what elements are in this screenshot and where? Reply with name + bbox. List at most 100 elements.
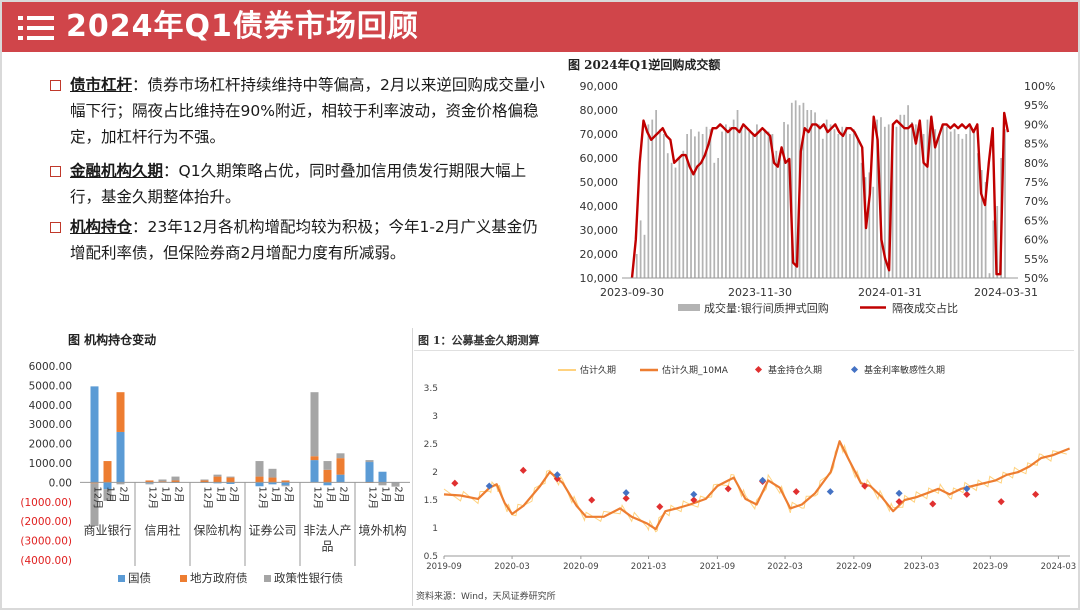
repo-volume-bar xyxy=(852,129,855,278)
holdings-bar-segment xyxy=(281,482,290,486)
bullet-keyword: 机构持仓 xyxy=(70,218,133,236)
holdings-bar-segment xyxy=(378,482,387,486)
duration-holding-point xyxy=(1032,490,1040,498)
repo-volume-bar xyxy=(655,110,658,278)
holdings-legend-swatch xyxy=(118,575,125,582)
repo-volume-bar xyxy=(806,110,809,278)
repo-volume-bar xyxy=(883,126,886,278)
repo-volume-bar xyxy=(976,153,979,278)
holdings-bar-segment xyxy=(116,482,125,485)
menu-icon xyxy=(18,16,54,40)
repo-volume-bar xyxy=(639,220,642,278)
duration-holding-point xyxy=(553,475,561,483)
holdings-bar-segment xyxy=(268,477,277,483)
repo-volume-bar xyxy=(872,186,875,278)
repo-volume-bar xyxy=(953,129,956,278)
repo-y-left-tick: 30,000 xyxy=(580,224,619,237)
duration-holding-point xyxy=(451,479,459,487)
holdings-bar-segment xyxy=(336,453,345,459)
repo-volume-bar xyxy=(907,105,909,278)
repo-volume-bar xyxy=(647,124,650,279)
repo-y-right-tick: 95% xyxy=(1024,99,1048,112)
bullet-square-icon xyxy=(50,166,61,177)
repo-volume-bar xyxy=(825,119,828,278)
repo-volume-bar xyxy=(922,134,925,278)
repo-volume-bar xyxy=(756,124,758,279)
repo-volume-bar xyxy=(790,102,793,278)
repo-y-left-tick: 70,000 xyxy=(580,128,619,141)
duration-x-tick: 2020-09 xyxy=(563,562,599,572)
holdings-month-label: 12月 xyxy=(257,486,269,509)
holdings-group-label: 保险机构 xyxy=(193,522,241,537)
duration-x-tick: 2023-09 xyxy=(973,562,1009,572)
duration-chart-title: 图 1：公募基金久期测算 xyxy=(418,334,540,347)
holdings-bar-segment xyxy=(323,482,332,486)
duration-legend-holding-label: 基金持仓久期 xyxy=(768,364,822,376)
holdings-bar-segment xyxy=(103,461,112,483)
duration-sensitivity-point xyxy=(759,476,767,484)
holdings-month-label: 1月 xyxy=(380,486,392,502)
repo-volume-bar xyxy=(821,138,824,278)
holdings-bar-segment xyxy=(255,482,264,487)
repo-volume-bar xyxy=(802,102,805,278)
repo-volume-bar xyxy=(903,114,906,278)
repo-y-right-tick: 100% xyxy=(1024,80,1055,93)
holdings-group-label-cont: 品 xyxy=(321,539,333,553)
duration-x-tick: 2019-09 xyxy=(426,562,462,572)
repo-volume-bar xyxy=(965,134,968,278)
duration-sensitivity-point xyxy=(690,490,698,498)
repo-volume-bar xyxy=(969,126,971,278)
repo-volume-bar xyxy=(934,129,937,278)
holdings-bar-segment xyxy=(336,458,345,475)
repo-y-left-tick: 10,000 xyxy=(580,272,619,285)
holdings-legend-label: 国债 xyxy=(128,571,151,585)
repo-volume-bar xyxy=(744,126,747,278)
holdings-bar-segment xyxy=(365,460,374,463)
holdings-y-tick: 4000.00 xyxy=(29,400,72,412)
holdings-bar-segment xyxy=(145,480,154,483)
holdings-bar-segment xyxy=(226,482,235,484)
duration-y-tick: 3.5 xyxy=(424,384,438,394)
repo-x-tick: 2023-09-30 xyxy=(600,286,664,299)
repo-y-right-tick: 90% xyxy=(1024,118,1048,131)
repo-y-left-tick: 50,000 xyxy=(580,176,619,189)
bullet-text: ：Q1久期策略占优，同时叠加信用债发行期限大幅上行，基金久期整体抬升。 xyxy=(70,162,527,206)
holdings-bar-segment xyxy=(158,479,167,482)
repo-volume-bar xyxy=(876,119,878,278)
holdings-legend-label: 政策性银行债 xyxy=(274,571,343,585)
repo-legend-line-label: 隔夜成交占比 xyxy=(892,301,958,315)
repo-overnight-line xyxy=(630,111,1010,279)
holdings-month-label: 1月 xyxy=(270,486,282,502)
holdings-bar-segment xyxy=(255,476,264,483)
holdings-bar-segment xyxy=(378,471,387,483)
duration-x-tick: 2024-03 xyxy=(1041,562,1076,572)
repo-volume-bar xyxy=(984,182,987,278)
bullet-holdings: 机构持仓：23年12月各机构增配均较为积极；今年1-2月广义基金仍增配利率债，但… xyxy=(50,214,550,266)
duration-x-tick: 2021-03 xyxy=(631,562,667,572)
repo-y-right-tick: 50% xyxy=(1024,272,1048,285)
holdings-month-label: 12月 xyxy=(92,486,104,509)
duration-holding-point xyxy=(963,490,971,498)
duration-y-tick: 0.5 xyxy=(424,552,438,562)
holdings-bar-segment xyxy=(281,485,290,487)
holdings-month-label: 1月 xyxy=(325,486,337,502)
holdings-month-label: 1月 xyxy=(160,486,172,502)
holdings-group-label: 证券公司 xyxy=(248,522,296,537)
repo-volume-bar xyxy=(914,124,917,279)
holdings-bar-segment xyxy=(336,474,345,483)
duration-holding-point xyxy=(861,482,869,490)
repo-y-left-tick: 80,000 xyxy=(580,104,619,117)
repo-chart-title: 图 2024年Q1逆回购成交额 xyxy=(568,58,721,72)
repo-volume-bar xyxy=(860,162,863,278)
holdings-y-tick: (1000.00) xyxy=(20,497,72,509)
repo-volume-bar xyxy=(643,234,646,278)
repo-volume-bar xyxy=(709,129,712,278)
duration-sensitivity-point xyxy=(895,489,903,497)
repo-volume-bar xyxy=(721,131,723,278)
repo-volume-bar xyxy=(701,134,704,278)
holdings-bar-segment xyxy=(171,476,180,481)
holdings-month-label: 2月 xyxy=(283,486,295,502)
bullet-duration: 金融机构久期：Q1久期策略占优，同时叠加信用债发行期限大幅上行，基金久期整体抬升… xyxy=(50,158,550,210)
duration-x-tick: 2022-03 xyxy=(767,562,803,572)
duration-y-tick: 2 xyxy=(432,468,438,478)
